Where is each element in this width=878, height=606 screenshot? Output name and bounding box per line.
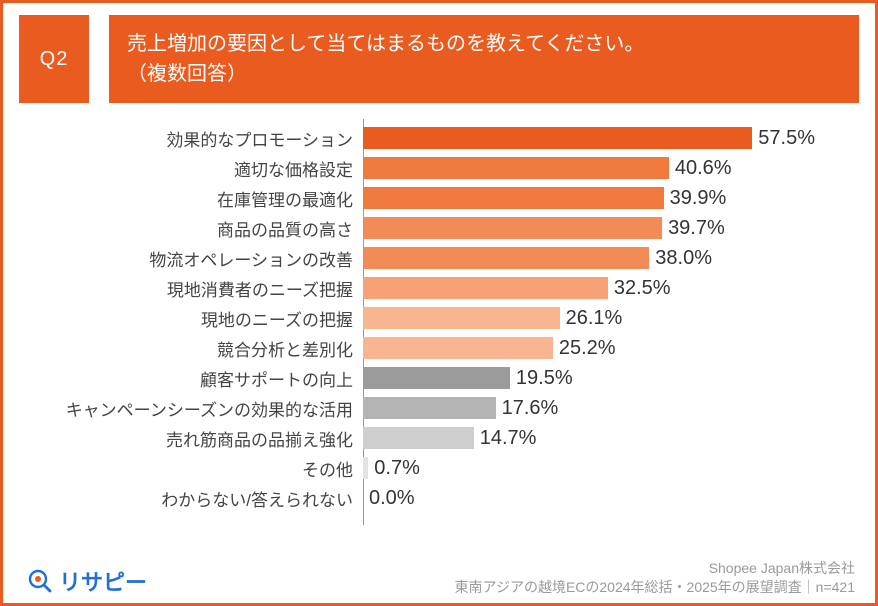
bar-label: キャンペーンシーズンの効果的な活用 [3,396,363,421]
bar-value: 25.2% [553,337,616,360]
bar-label: 売れ筋商品の品揃え強化 [3,426,363,451]
bar-label: 商品の品質の高さ [3,216,363,241]
bar-area: 26.1% [363,303,815,333]
bar [363,127,752,149]
bar-value: 17.6% [496,397,559,420]
credits-company: Shopee Japan株式会社 [455,559,856,578]
question-text: 売上増加の要因として当てはまるものを教えてください。 （複数回答） [127,29,644,89]
bar [363,307,560,329]
chart-row: 現地消費者のニーズ把握 32.5% [3,273,815,303]
bar-value: 19.5% [510,367,573,390]
credits: Shopee Japan株式会社 東南アジアの越境ECの2024年総括・2025… [455,559,856,597]
bar-label: 顧客サポートの向上 [3,366,363,391]
bar-label: 現地消費者のニーズ把握 [3,276,363,301]
bar-value: 0.7% [368,457,420,480]
bar-area: 17.6% [363,393,815,423]
bar-area: 39.9% [363,183,815,213]
bar-value: 32.5% [608,277,671,300]
bar [363,187,664,209]
chart-row: 競合分析と差別化 25.2% [3,333,815,363]
chart-row: 商品の品質の高さ 39.7% [3,213,815,243]
bar-label: 競合分析と差別化 [3,336,363,361]
bar [363,427,474,449]
chart-row: 効果的なプロモーション 57.5% [3,123,815,153]
chart-row: 物流オペレーションの改善 38.0% [3,243,815,273]
question-header: Q2 売上増加の要因として当てはまるものを教えてください。 （複数回答） [3,3,875,103]
bar-area: 19.5% [363,363,815,393]
bar-value: 39.7% [662,217,725,240]
bar-label: その他 [3,456,363,481]
bar-value: 39.9% [664,187,727,210]
bar-label: わからない/答えられない [3,486,363,511]
chart-row: 売れ筋商品の品揃え強化 14.7% [3,423,815,453]
footer: リサピー Shopee Japan株式会社 東南アジアの越境ECの2024年総括… [27,559,855,597]
bar [363,367,510,389]
chart-row: 在庫管理の最適化 39.9% [3,183,815,213]
bar-value: 0.0% [363,487,415,510]
bar-area: 25.2% [363,333,815,363]
bar-label: 物流オペレーションの改善 [3,246,363,271]
bar-value: 38.0% [649,247,712,270]
question-number-badge: Q2 [19,15,89,103]
bar-area: 14.7% [363,423,815,453]
bar-label: 現地のニーズの把握 [3,306,363,331]
slide-frame: Q2 売上増加の要因として当てはまるものを教えてください。 （複数回答） 効果的… [0,0,878,606]
chart-row: キャンペーンシーズンの効果的な活用 17.6% [3,393,815,423]
bar-label: 在庫管理の最適化 [3,186,363,211]
bar-label: 適切な価格設定 [3,156,363,181]
chart-row: 現地のニーズの把握 26.1% [3,303,815,333]
bar [363,157,669,179]
bar [363,277,608,299]
bar-value: 14.7% [474,427,537,450]
bar-area: 40.6% [363,153,815,183]
chart-row: 顧客サポートの向上 19.5% [3,363,815,393]
bar-label: 効果的なプロモーション [3,126,363,151]
bar-value: 40.6% [669,157,732,180]
chart-row: その他0.7% [3,453,815,483]
bar [363,247,649,269]
bar-area: 57.5% [363,123,815,153]
bar-area: 0.0% [363,483,815,513]
bar-value: 26.1% [560,307,623,330]
question-number: Q2 [40,48,69,71]
bar-value: 57.5% [752,127,815,150]
credits-note: 東南アジアの越境ECの2024年総括・2025年の展望調査｜n=421 [455,578,856,597]
bar-chart: 効果的なプロモーション 57.5% 適切な価格設定 40.6% 在庫管理の最適化 39.9… [3,123,815,513]
bar [363,397,496,419]
bar [363,337,553,359]
bar-area: 32.5% [363,273,815,303]
bar-area: 38.0% [363,243,815,273]
chart-row: わからない/答えられない0.0% [3,483,815,513]
bar [363,217,662,239]
brand-name: リサピー [59,565,147,597]
bar-area: 39.7% [363,213,815,243]
brand-logo: リサピー [27,565,147,597]
bar-area: 0.7% [363,453,815,483]
magnifier-icon [27,568,53,594]
question-title: 売上増加の要因として当てはまるものを教えてください。 （複数回答） [109,15,859,103]
chart-row: 適切な価格設定 40.6% [3,153,815,183]
